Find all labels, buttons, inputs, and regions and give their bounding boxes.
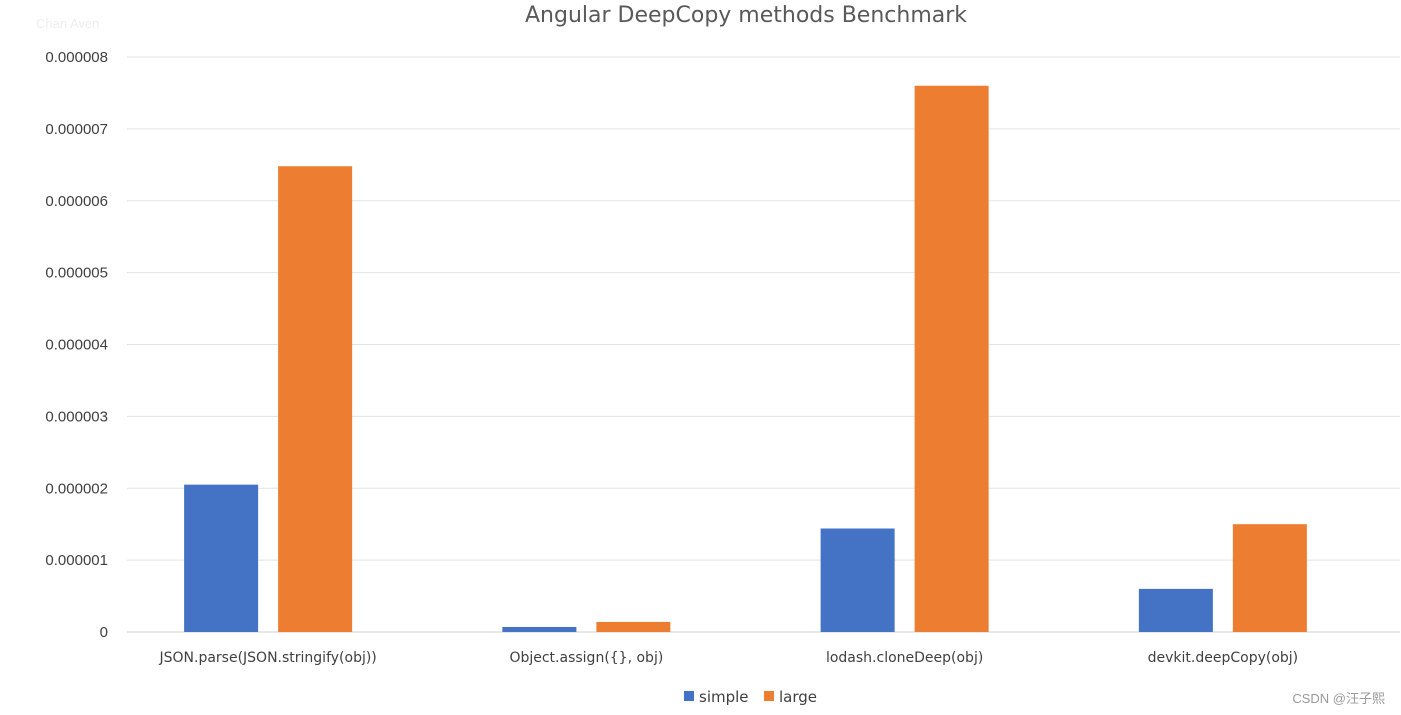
y-tick-label: 0.000007 bbox=[45, 121, 108, 138]
y-tick-label: 0.000006 bbox=[45, 193, 108, 210]
legend: simple large bbox=[684, 688, 817, 706]
chart-title: Angular DeepCopy methods Benchmark bbox=[525, 3, 967, 28]
y-tick-label: 0 bbox=[100, 624, 108, 641]
bar-simple bbox=[820, 528, 895, 632]
category-label: JSON.parse(JSON.stringify(obj)) bbox=[158, 650, 376, 666]
category-label: Object.assign({}, obj) bbox=[509, 650, 663, 666]
bar-simple bbox=[502, 626, 577, 632]
y-axis-ticks: 0 0.000001 0.000002 0.000003 0.000004 0.00000… bbox=[45, 49, 108, 641]
category-label: devkit.deepCopy(obj) bbox=[1148, 650, 1299, 666]
legend-label-large: large bbox=[779, 688, 817, 706]
bars bbox=[184, 85, 1307, 632]
bar-large bbox=[596, 621, 671, 632]
bar-large bbox=[1232, 524, 1307, 632]
y-tick-label: 0.000004 bbox=[45, 337, 108, 354]
bar-simple bbox=[184, 484, 259, 632]
faded-label: Chan Aven bbox=[36, 16, 99, 31]
y-tick-label: 0.000002 bbox=[45, 480, 108, 497]
legend-swatch-simple bbox=[684, 691, 694, 701]
bar-large bbox=[914, 85, 989, 632]
y-tick-label: 0.000008 bbox=[45, 49, 108, 66]
legend-swatch-large bbox=[764, 691, 774, 701]
legend-label-simple: simple bbox=[699, 688, 749, 706]
y-tick-label: 0.000003 bbox=[45, 408, 108, 425]
x-axis-labels: JSON.parse(JSON.stringify(obj)) Object.as… bbox=[158, 650, 1298, 666]
watermark-text: CSDN @汪子熙 bbox=[1292, 691, 1385, 706]
category-label: lodash.cloneDeep(obj) bbox=[826, 650, 983, 666]
bar-large bbox=[278, 166, 353, 632]
y-tick-label: 0.000005 bbox=[45, 265, 108, 282]
bar-simple bbox=[1138, 588, 1213, 632]
y-tick-label: 0.000001 bbox=[45, 552, 108, 569]
